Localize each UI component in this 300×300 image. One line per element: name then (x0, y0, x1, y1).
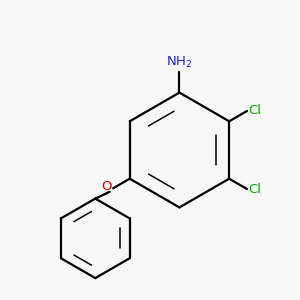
Text: Cl: Cl (248, 104, 262, 118)
Text: Cl: Cl (248, 182, 262, 196)
Text: O: O (101, 180, 112, 193)
Text: NH$_2$: NH$_2$ (166, 55, 193, 70)
